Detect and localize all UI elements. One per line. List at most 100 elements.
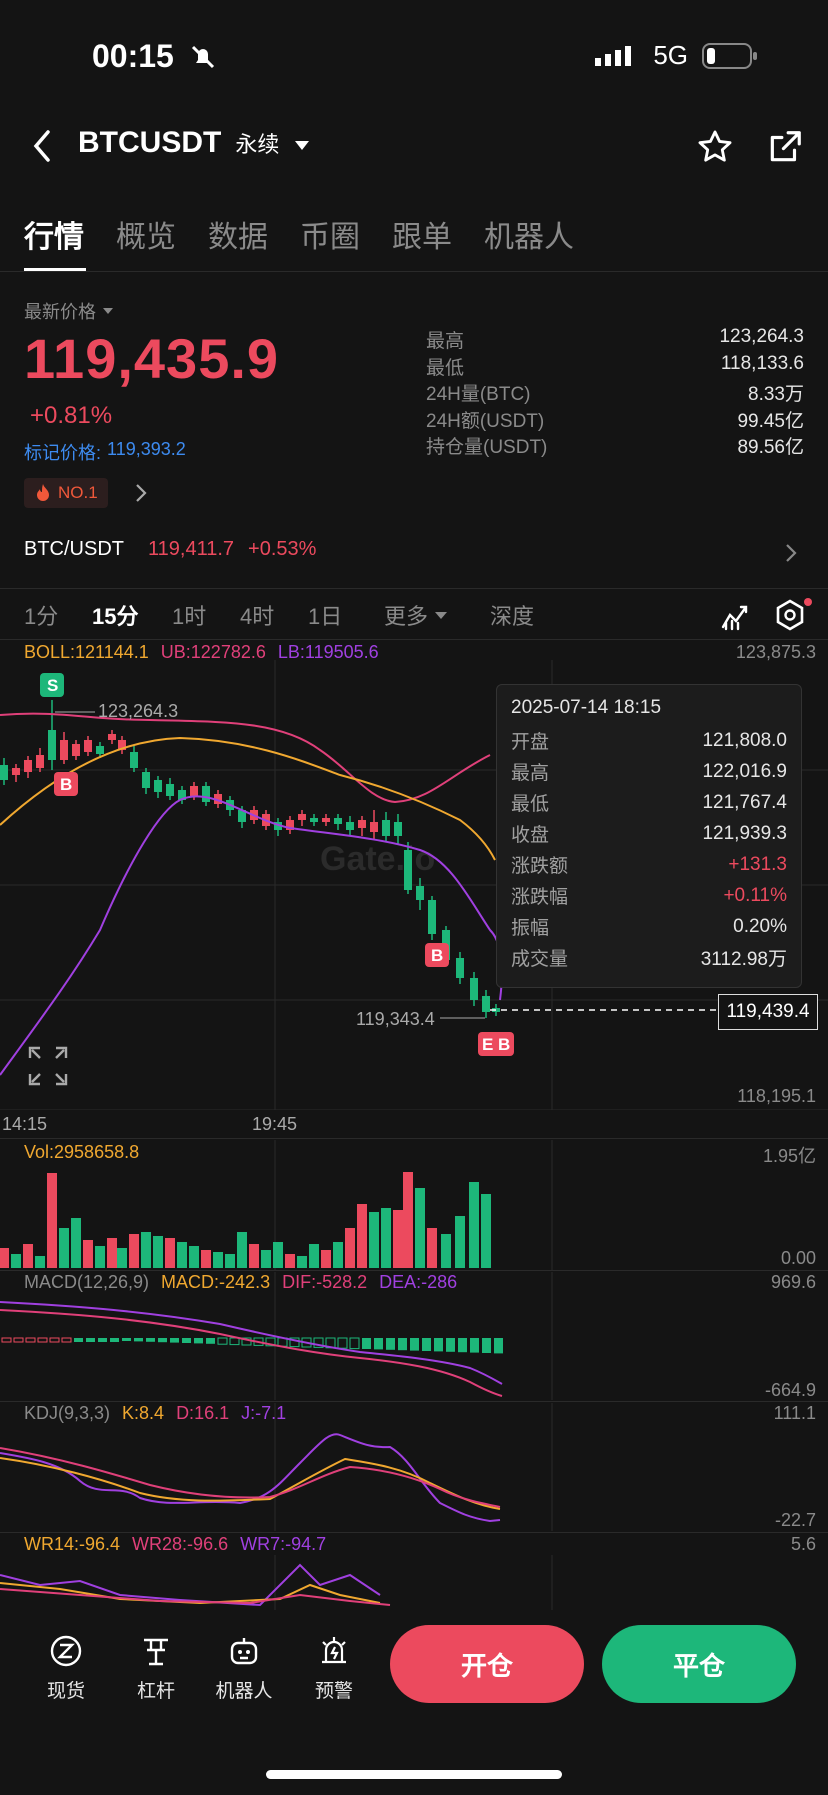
- volume-bar: [83, 1240, 93, 1268]
- nav-bot[interactable]: 机器人: [204, 1634, 284, 1703]
- boll-value: BOLL:121144.1: [24, 642, 149, 662]
- svg-text:E B: E B: [482, 1035, 510, 1054]
- macd-value: MACD:-242.3: [161, 1272, 271, 1292]
- candle-body: [84, 740, 92, 752]
- macd-bar: [37, 1337, 48, 1343]
- low-marker-label: 119,343.4: [356, 1009, 435, 1029]
- star-icon[interactable]: [696, 128, 734, 166]
- caret-down-icon: [295, 141, 310, 150]
- kdj-d-line: [0, 1447, 501, 1508]
- volume-bar: [23, 1244, 33, 1268]
- macd-bar: [470, 1338, 479, 1353]
- svg-text:B: B: [431, 946, 443, 965]
- symbol-selector[interactable]: BTCUSDT 永续: [78, 126, 311, 160]
- kdj-title: KDJ(9,3,3): [24, 1403, 111, 1423]
- candle-body: [214, 794, 222, 804]
- tab-market[interactable]: 行情: [24, 221, 84, 254]
- candle-body: [274, 822, 282, 830]
- price-chart[interactable]: Gate.io 123,264.3 119,343.4 S B B E B: [0, 660, 828, 1110]
- tooltip-value: 0.20%: [733, 915, 787, 937]
- nav-alert[interactable]: 预警: [294, 1634, 374, 1703]
- divider: [0, 1532, 828, 1533]
- tab-data[interactable]: 数据: [208, 221, 268, 254]
- fullscreen-icon[interactable]: [28, 1046, 68, 1086]
- interval-1h[interactable]: 1时: [172, 604, 207, 629]
- wr7: WR7:-94.7: [240, 1534, 327, 1554]
- chevron-right-icon[interactable]: [134, 482, 148, 504]
- tooltip-row: 涨跌幅 +0.11%: [511, 880, 787, 911]
- kdj-j-line: [0, 1433, 501, 1523]
- indicator-icon[interactable]: [720, 599, 752, 631]
- tab-circle[interactable]: 币圈: [300, 221, 360, 254]
- symbol-name: BTCUSDT: [78, 126, 222, 159]
- candle-body: [404, 850, 412, 890]
- interval-1d[interactable]: 1日: [308, 604, 343, 629]
- rank-label: NO.1: [58, 483, 98, 502]
- share-icon[interactable]: [766, 128, 804, 166]
- tab-bot[interactable]: 机器人: [484, 221, 574, 254]
- candle-body: [428, 900, 436, 934]
- tooltip-row: 成交量 3112.98万: [511, 942, 787, 973]
- back-icon[interactable]: [28, 128, 58, 164]
- macd-dea-line: [0, 1301, 503, 1385]
- macd-bar: [446, 1338, 455, 1352]
- macd-bar: [146, 1338, 155, 1342]
- candle-body: [456, 958, 464, 978]
- svg-text:B: B: [60, 775, 72, 794]
- stat-label: 最低: [426, 357, 465, 379]
- macd-bar: [337, 1337, 348, 1349]
- candle-body: [72, 744, 80, 756]
- stat-value: 8.33万: [748, 384, 804, 405]
- close-position-button[interactable]: 平仓: [602, 1625, 796, 1703]
- axis-bottom-label: 118,195.1: [737, 1086, 816, 1106]
- sell-signal-marker: S: [40, 673, 64, 697]
- interval-15m[interactable]: 15分: [92, 604, 139, 629]
- divider: [0, 1401, 828, 1402]
- nav-spot[interactable]: 现货: [26, 1634, 106, 1703]
- status-time: 00:15: [92, 38, 174, 74]
- macd-bar: [206, 1338, 215, 1344]
- candle-body: [322, 818, 330, 822]
- rank-badge[interactable]: NO.1: [24, 478, 108, 508]
- interval-more[interactable]: 更多: [384, 599, 448, 631]
- vol-axis-top: 1.95亿: [762, 1146, 816, 1166]
- axis-top-label: 123,875.3: [735, 642, 816, 662]
- tab-copy[interactable]: 跟单: [392, 221, 452, 254]
- stat-row: 24H额(USDT) 99.45亿: [426, 406, 804, 433]
- svg-text:S: S: [47, 676, 58, 695]
- macd-bar: [158, 1338, 167, 1343]
- spot-pair-row[interactable]: BTC/USDT 119,411.7 +0.53%: [24, 538, 316, 561]
- interval-depth[interactable]: 深度: [490, 604, 535, 629]
- macd-bar: [170, 1338, 179, 1343]
- buy-signal-marker: B: [54, 772, 78, 796]
- interval-1m[interactable]: 1分: [24, 604, 59, 629]
- macd-bar: [86, 1338, 95, 1342]
- chevron-right-icon[interactable]: [784, 542, 798, 564]
- kdj-axis-bottom: -22.7: [774, 1510, 816, 1530]
- volume-bar: [273, 1242, 283, 1268]
- spot-pair-change: +0.53%: [248, 538, 317, 560]
- nav-margin[interactable]: 杠杆: [116, 1634, 196, 1703]
- candle-body: [96, 746, 104, 754]
- tab-overview[interactable]: 概览: [116, 221, 176, 254]
- settings-icon[interactable]: [772, 597, 812, 633]
- interval-4h[interactable]: 4时: [240, 604, 275, 629]
- last-price-selector[interactable]: 最新价格: [24, 298, 114, 324]
- macd-bar: [349, 1337, 360, 1350]
- volume-bar: [333, 1242, 343, 1268]
- nav-alert-label: 预警: [314, 1681, 353, 1702]
- candle-body: [238, 810, 246, 822]
- macd-bar: [410, 1338, 419, 1351]
- spot-pair-price: 119,411.7: [148, 538, 235, 560]
- macd-bar: [398, 1338, 407, 1351]
- candle-body: [190, 786, 198, 796]
- volume-bar: [225, 1254, 235, 1268]
- volume-bar: [11, 1254, 21, 1268]
- open-position-button[interactable]: 开仓: [390, 1625, 584, 1703]
- stat-label: 24H量(BTC): [426, 384, 531, 405]
- bottom-bar: 现货 杠杆 机器人 预警: [0, 1610, 828, 1740]
- volume-bar: [141, 1232, 151, 1268]
- volume-bar: [393, 1210, 403, 1268]
- macd-legend: MACD(12,26,9) MACD:-242.3 DIF:-528.2 DEA…: [24, 1272, 457, 1293]
- candle-body: [346, 822, 354, 830]
